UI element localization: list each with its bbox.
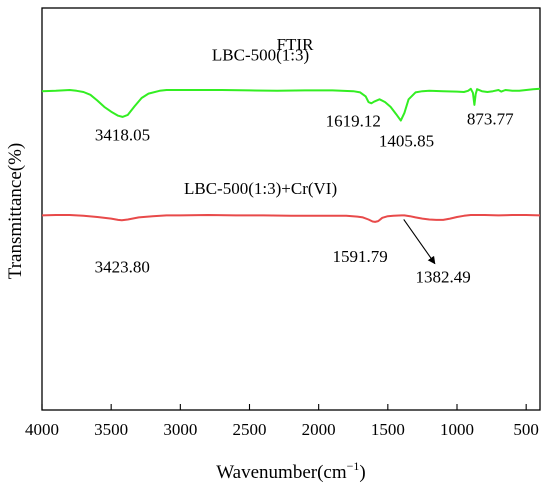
x-tick-label: 1000 xyxy=(440,420,474,439)
series-line-2 xyxy=(41,214,541,223)
x-tick-label: 3500 xyxy=(94,420,128,439)
annotation-label: 1619.12 xyxy=(326,112,381,131)
annotation-label: 3418.05 xyxy=(95,126,150,145)
x-axis-label: Wavenumber(cm−1) xyxy=(216,459,365,483)
annotation-label: 3423.80 xyxy=(95,258,150,277)
x-tick-label: 2000 xyxy=(302,420,336,439)
x-axis-label-main: Wavenumber(cm xyxy=(216,462,347,483)
x-tick-label: 500 xyxy=(513,420,539,439)
annotation-label: LBC-500(1:3)+Cr(VI) xyxy=(184,179,337,198)
x-axis-label-superscript: −1 xyxy=(347,459,360,473)
series-line-1 xyxy=(41,87,541,122)
x-tick-label: 1500 xyxy=(371,420,405,439)
annotation-label: 1591.79 xyxy=(333,247,388,266)
x-tick-label: 4000 xyxy=(25,420,59,439)
x-axis-label-close: ) xyxy=(359,462,365,483)
annotation-label: 1405.85 xyxy=(379,132,434,151)
x-tick-label: 2500 xyxy=(233,420,267,439)
series-layer xyxy=(41,87,541,223)
x-axis-ticks: 4000 3500 3000 2500 2000 1500 1000 500 xyxy=(25,404,539,439)
peak-arrow xyxy=(403,219,436,265)
x-tick-label: 3000 xyxy=(163,420,197,439)
plot-frame xyxy=(41,7,541,411)
annotation-label: 1382.49 xyxy=(416,268,471,287)
annotation-label: 873.77 xyxy=(467,110,514,129)
annotation-label: LBC-500(1:3) xyxy=(212,45,309,64)
chart-title: FTIR xyxy=(277,35,315,54)
y-axis-label: Transmittance(%) xyxy=(5,143,26,280)
